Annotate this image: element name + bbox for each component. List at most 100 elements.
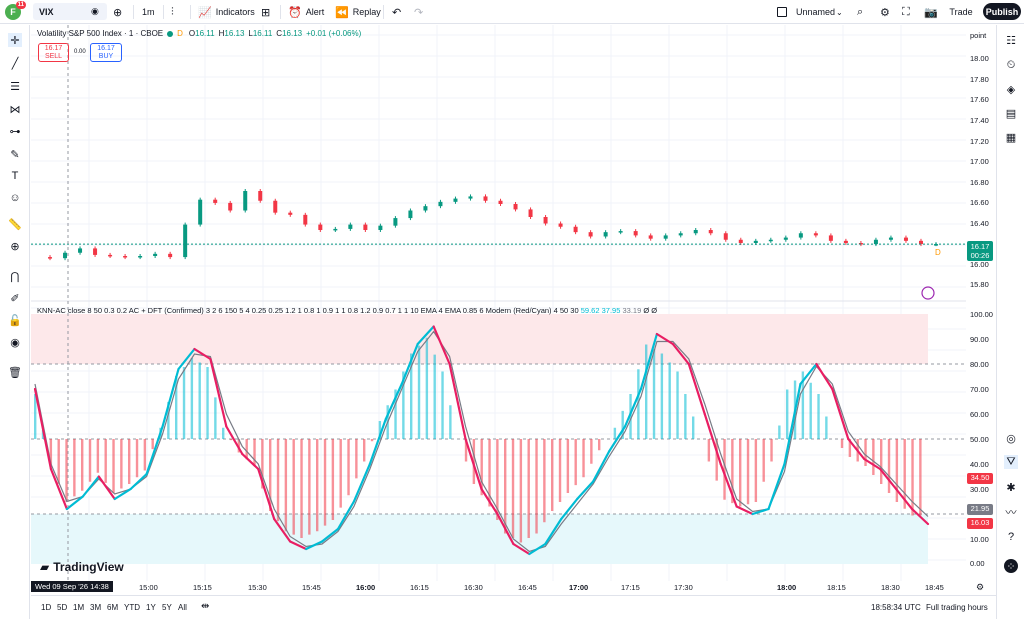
candle-body <box>753 240 758 243</box>
camera-icon[interactable]: 📷 <box>924 6 938 19</box>
knn-line-segment <box>671 342 690 366</box>
utc-clock[interactable]: 18:58:34 UTC <box>871 603 921 612</box>
pattern-icon[interactable]: ⋈ <box>9 103 21 116</box>
magnet-icon[interactable]: ⋂ <box>10 270 20 283</box>
trash-icon[interactable]: 🗑 <box>8 366 22 379</box>
range-5d[interactable]: 5D <box>57 603 68 612</box>
indicators-button[interactable]: 📈 Indicators <box>198 0 255 24</box>
undo-icon[interactable]: ↶ <box>392 6 402 19</box>
candle-body <box>573 226 578 233</box>
candle-body <box>708 230 713 234</box>
quick-search-icon[interactable]: ⌕ <box>857 5 864 18</box>
range-1d[interactable]: 1D <box>41 603 52 612</box>
histogram-bar <box>378 421 382 439</box>
knn-line-segment <box>289 540 308 551</box>
interval-button[interactable]: 1m <box>142 7 155 17</box>
date-range-icon[interactable]: ⇹ <box>201 601 210 612</box>
lock-icon[interactable]: 🔓 <box>8 314 22 327</box>
sell-button[interactable]: 16.17 SELL <box>38 43 69 62</box>
range-ytd[interactable]: YTD <box>124 603 140 612</box>
knn-line-segment <box>320 527 340 543</box>
time-tick: 17:15 <box>621 583 640 592</box>
trend-line-icon[interactable]: ╱ <box>11 57 19 70</box>
range-1m[interactable]: 1M <box>73 603 85 612</box>
range-1y[interactable]: 1Y <box>146 603 156 612</box>
trade-button[interactable]: Trade <box>949 6 973 17</box>
candle-body <box>123 256 128 258</box>
watchlist-icon[interactable]: ☷ <box>1006 34 1016 47</box>
indicator-label: 0.00 <box>970 559 985 568</box>
lock-drawing-icon[interactable]: ✐ <box>10 292 20 305</box>
ruler-icon[interactable]: 📏 <box>8 218 22 231</box>
alerts-clock-icon[interactable]: ⏲ <box>1006 58 1016 71</box>
time-tick: 16:45 <box>518 583 537 592</box>
time-axis[interactable]: Wed 09 Sep '26 14:38 15:00 15:15 15:30 1… <box>31 581 966 595</box>
candle-body <box>303 214 308 225</box>
histogram-bar <box>308 439 311 535</box>
more-dots-icon[interactable]: ⁘ <box>1004 559 1018 573</box>
text-icon[interactable]: T <box>11 170 19 182</box>
range-5y[interactable]: 5Y <box>162 603 172 612</box>
crosshair-icon[interactable]: ✛ <box>8 33 22 47</box>
pine-icon[interactable]: ⛛ <box>1004 455 1018 469</box>
indicator-legend[interactable]: KNN-AC close 8 50 0.3 0.2 AC + DFT (Conf… <box>37 306 657 315</box>
layers-icon[interactable]: ◈ <box>1006 83 1016 96</box>
candle-body <box>738 239 743 243</box>
replay-button[interactable]: ⏪ Replay <box>335 0 381 24</box>
brush-icon[interactable]: ✎ <box>10 148 20 161</box>
histogram-bar <box>417 345 421 439</box>
buy-button[interactable]: 16.17 BUY <box>90 43 122 62</box>
histogram-bar <box>229 439 233 441</box>
chevron-down-icon[interactable]: ⌄ <box>836 7 843 17</box>
chart-canvas[interactable]: D <box>31 25 966 581</box>
target-icon[interactable]: ◎ <box>1006 432 1016 445</box>
histogram-bar <box>316 439 319 532</box>
candle-body <box>663 235 668 239</box>
fib-retracement-icon[interactable]: ☰ <box>10 80 20 93</box>
calendar-icon[interactable]: ▦ <box>1005 131 1017 144</box>
ideas-icon[interactable]: ✱ <box>1006 481 1016 494</box>
session-label[interactable]: Full trading hours <box>926 603 988 612</box>
eye-icon[interactable]: ◉ <box>91 6 99 16</box>
help-icon[interactable]: ? <box>1007 531 1015 543</box>
histogram-bar <box>840 439 844 448</box>
histogram-bar <box>167 401 170 439</box>
legend-o-label: O <box>188 29 196 38</box>
range-3m[interactable]: 3M <box>90 603 102 612</box>
user-avatar[interactable]: F 11 <box>5 1 26 20</box>
redo-icon[interactable]: ↷ <box>414 6 424 19</box>
range-6m[interactable]: 6M <box>107 603 119 612</box>
brand-name: TradingView <box>53 560 124 574</box>
range-all[interactable]: All <box>178 603 187 612</box>
legend-high: 16.13 <box>224 29 245 38</box>
add-symbol-icon[interactable]: ⊕ <box>113 6 123 19</box>
price-unit-label: point <box>970 31 987 40</box>
templates-icon[interactable]: ⊞ <box>261 6 271 19</box>
symbol-search[interactable]: VIX ◉ <box>33 3 107 20</box>
price-axis[interactable]: point 18.00 17.80 17.60 17.40 17.20 17.0… <box>966 25 996 581</box>
layout-checkbox[interactable] <box>777 0 787 24</box>
publish-button[interactable]: Publish <box>983 3 1021 20</box>
sell-label: SELL <box>44 53 63 60</box>
price-label: 15.80 <box>970 280 989 289</box>
fullscreen-icon[interactable]: ⛶ <box>902 5 910 18</box>
settings-gear-icon[interactable]: ⚙ <box>880 6 890 19</box>
emoji-icon[interactable]: ☺ <box>9 192 21 204</box>
histogram-bar <box>370 439 374 442</box>
histogram-bar <box>104 439 107 483</box>
axis-settings-icon[interactable]: ⚙ <box>976 582 985 592</box>
chart-type-icon[interactable]: ⫶ <box>171 5 174 18</box>
histogram-bar <box>143 439 147 471</box>
chart-area[interactable]: D <box>31 25 966 581</box>
alert-button[interactable]: ⏰ Alert <box>288 0 324 24</box>
layout-name[interactable]: Unnamed <box>796 7 836 17</box>
zoom-in-icon[interactable]: ⊕ <box>10 240 20 253</box>
news-icon[interactable]: ▤ <box>1005 107 1017 120</box>
knn-line-segment <box>193 347 212 361</box>
stream-icon[interactable]: 〰 <box>1005 507 1017 519</box>
candle-body <box>393 218 398 226</box>
forecast-icon[interactable]: ⊶ <box>9 125 21 138</box>
indicator-label: 30.00 <box>970 485 989 494</box>
histogram-bar <box>582 439 585 478</box>
eye-icon[interactable]: ◉ <box>10 336 20 349</box>
